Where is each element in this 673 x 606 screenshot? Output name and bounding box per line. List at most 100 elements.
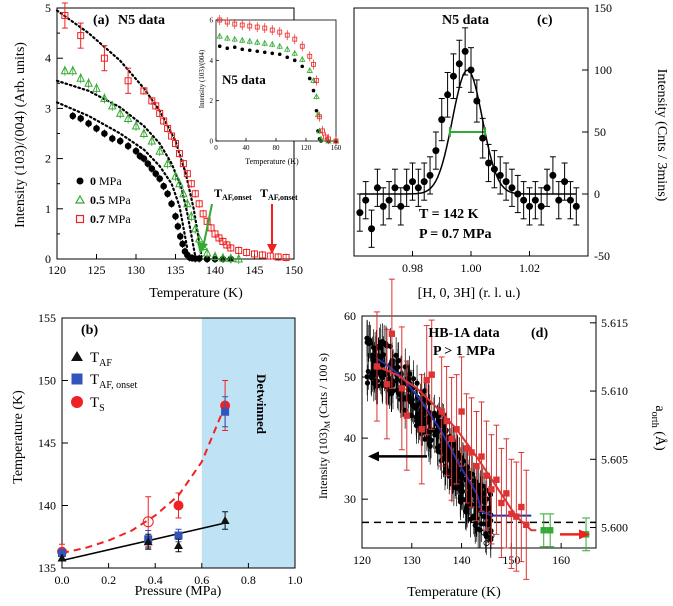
inset-point xyxy=(232,21,238,27)
panel-a-ytick-label: 1 xyxy=(45,202,51,216)
panel-a-point xyxy=(195,200,203,208)
inset-point xyxy=(317,135,325,142)
legend-label-0mpa: 0 MPa xyxy=(90,174,122,188)
panel-d-red-point xyxy=(398,385,406,392)
inset-xtick-label: 80 xyxy=(273,144,281,152)
panel-a-errorbar xyxy=(125,67,132,94)
inset-xlabel: Temperature (K) xyxy=(245,157,299,166)
panel-c-point xyxy=(561,178,569,186)
inset-ytick-label: 4 xyxy=(210,57,214,65)
inset-point xyxy=(314,108,319,113)
panel-d-black-point xyxy=(366,340,372,347)
panel-d-black-point xyxy=(408,412,415,419)
panel-b-shapes: 0.0 0.2 0.4 0.6 0.8 1.0 135 140 145 150 155 xyxy=(38,311,303,587)
panel-b-ylabel: Temperature (K) xyxy=(11,390,26,484)
panel-c-point xyxy=(356,209,364,217)
panel-c-point xyxy=(362,196,370,204)
panel-d-black-point xyxy=(472,522,478,528)
panel-a-point xyxy=(187,180,195,188)
panel-c-xtick-label: 1.00 xyxy=(461,261,482,275)
legend-marker-07mpa xyxy=(75,214,85,224)
panel-a-point xyxy=(123,113,133,122)
panel-d-black-point xyxy=(427,417,433,423)
inset-xtick-label: 0 xyxy=(214,144,218,152)
panel-c-point xyxy=(526,202,533,210)
panel-a-ytick-label: 5 xyxy=(45,1,51,15)
panel-a-shapes: 120 125 130 135 140 145 150 0 1 2 3 4 5 xyxy=(45,1,303,277)
inset-point xyxy=(239,36,246,43)
panel-b-xtick-label: 0.6 xyxy=(194,573,209,587)
panel-a-xtick-label: 140 xyxy=(206,263,224,277)
inset-point xyxy=(216,32,223,39)
panel-d-black-point xyxy=(451,466,457,472)
inset-point xyxy=(247,23,253,29)
inset-ytick-label: 0 xyxy=(210,138,214,146)
inset-point xyxy=(320,128,325,134)
panel-c-point xyxy=(432,147,440,155)
panel-d-red-point xyxy=(418,426,425,433)
panel-d-xtick-label: 160 xyxy=(552,553,570,567)
panel-d-red-point xyxy=(483,472,490,479)
panel-a-xtick-label: 120 xyxy=(48,263,66,277)
panel-a-point xyxy=(60,65,70,75)
inset-point xyxy=(270,51,275,56)
inset-point xyxy=(277,29,283,35)
panel-a-point xyxy=(107,100,117,110)
panel-b-point xyxy=(143,537,153,546)
panel-c-point xyxy=(520,196,528,204)
panel-a-xtick-label: 130 xyxy=(127,263,145,277)
panel-d-red-point xyxy=(423,376,430,384)
panel-d-black-point xyxy=(364,380,371,386)
panel-a-point xyxy=(92,83,101,92)
panel-a-point xyxy=(140,87,148,95)
panel-d-black-point xyxy=(431,410,438,416)
panel-d-black-point xyxy=(422,388,428,394)
panel-a-point xyxy=(219,237,227,245)
panel-d-black-point xyxy=(370,368,377,374)
panel-a-point xyxy=(168,200,175,208)
panel-d-y2tick-label: 5.615 xyxy=(601,316,628,330)
panel-d-black-point xyxy=(462,508,469,514)
panel-c-annot-t: T = 142 K xyxy=(419,207,479,222)
panel-a-point xyxy=(218,252,228,262)
panel-c-point xyxy=(461,47,469,55)
panel-c-point xyxy=(391,184,399,192)
panel-a-point xyxy=(155,145,165,155)
panel-c-point xyxy=(379,202,387,210)
legend-label-taf-onset: TAF, onset xyxy=(90,372,137,391)
panel-c-ylabel: Intensity (Cnts / 3mins) xyxy=(654,69,669,202)
panel-c-point xyxy=(485,159,493,167)
inset-point xyxy=(300,64,305,69)
inset-point xyxy=(326,136,331,142)
panel-b-plot: 0.0 0.2 0.4 0.6 0.8 1.0 135 140 145 150 155 (b) De… xyxy=(11,311,303,599)
panel-c-plot: 0.98 1.00 1.02 -50 0 50 100 150 N5 data (c) T =… xyxy=(353,1,669,301)
panel-b-fit-line-solid xyxy=(61,522,226,562)
inset-point xyxy=(313,93,320,100)
panel-a-point xyxy=(148,97,156,105)
inset-ytick-label: 6 xyxy=(210,17,214,25)
panel-d-black-point xyxy=(459,487,465,493)
inset-point xyxy=(224,19,230,25)
panel-a-errorbar xyxy=(101,45,108,72)
panel-c-point xyxy=(508,184,516,192)
panel-a-point xyxy=(140,155,148,162)
panel-a-point xyxy=(115,108,125,117)
panel-a-xtick-label: 125 xyxy=(88,263,106,277)
inset-point xyxy=(217,17,223,23)
panel-c-point xyxy=(496,171,504,179)
annotation-taf-onset-red: TAF,onset xyxy=(260,186,298,202)
inset-point xyxy=(314,78,319,83)
panel-b-point xyxy=(58,549,66,557)
panel-a-point xyxy=(194,233,204,243)
inset-point xyxy=(299,56,306,62)
panel-c-point xyxy=(385,196,393,204)
legend-marker-0mpa xyxy=(76,177,84,185)
panel-d-red-point xyxy=(508,510,515,518)
panel-d-red-point xyxy=(463,445,470,452)
panel-b-point xyxy=(173,500,184,511)
panel-d-title: HB-1A data xyxy=(428,326,499,341)
panel-a-point xyxy=(215,234,223,242)
panel-d-black-point xyxy=(413,418,420,424)
